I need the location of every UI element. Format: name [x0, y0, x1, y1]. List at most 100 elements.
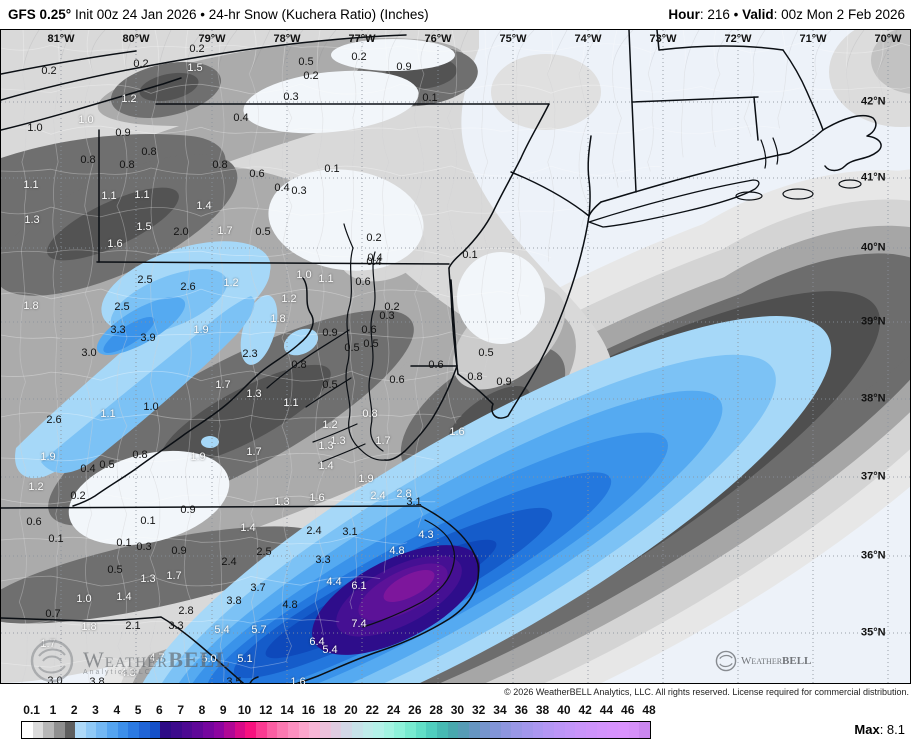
snow-value-label: 1.3 [246, 387, 262, 400]
weatherbell-logo-small: WeatherBELL [715, 650, 811, 672]
legend-cell [319, 722, 331, 738]
legend-cell [309, 722, 320, 738]
snow-value-label: 2.3 [242, 347, 258, 360]
valid-time-info: Hour: 216 • Valid: 00z Mon 2 Feb 2026 [668, 7, 905, 22]
snow-value-label: 3.3 [110, 323, 126, 336]
legend-tick-label: 22 [365, 703, 379, 717]
legend-tick-label: 40 [557, 703, 571, 717]
legend-tick-label: 20 [344, 703, 358, 717]
snow-value-label: 1.4 [116, 590, 132, 603]
snow-value-label: 1.8 [270, 312, 286, 325]
snow-value-label: 3.8 [226, 594, 242, 607]
legend-cell [181, 722, 193, 738]
snow-value-label: 4.3 [120, 666, 136, 679]
snow-value-label: 3.0 [81, 346, 97, 359]
legend-cell [75, 722, 86, 738]
snow-value-label: 1.6 [107, 237, 123, 250]
lat-label: 35°N [861, 626, 886, 639]
snow-value-label: 1.0 [27, 121, 43, 134]
legend-tick-label: 36 [514, 703, 528, 717]
legend-cell [117, 722, 129, 738]
legend-cell [628, 722, 640, 738]
snow-value-label: 0.2 [41, 64, 57, 77]
snow-value-label: 4.3 [418, 528, 434, 541]
legend-tick-label: 38 [535, 703, 550, 717]
legend-tick-label: 32 [472, 703, 486, 717]
legend-cell [554, 722, 565, 738]
product-name: 24-hr Snow (Kuchera Ratio) (Inches) [205, 7, 429, 22]
lat-label: 40°N [861, 241, 886, 254]
snow-value-label: 0.4 [366, 255, 382, 268]
watermark-subtext: Analytics LLC [83, 668, 152, 676]
snow-value-label: 0.8 [362, 407, 378, 420]
snow-value-label: 0.2 [366, 231, 382, 244]
snow-value-label: 1.1 [318, 272, 334, 285]
snow-value-label: 2.5 [137, 273, 153, 286]
snow-value-label: 2.8 [178, 604, 194, 617]
legend-tick-label: 42 [578, 703, 592, 717]
legend-cell [43, 722, 54, 738]
legend-tick-label: 1 [49, 703, 57, 717]
snow-value-label: 0.2 [303, 69, 319, 82]
snow-value-label: 1.4 [318, 459, 334, 472]
snow-value-label: 1.3 [330, 434, 346, 447]
legend-cell [85, 722, 97, 738]
snow-value-label: 4.7 [149, 651, 165, 664]
legend-cell [458, 722, 469, 738]
snow-value-label: 0.1 [462, 248, 478, 261]
map-canvas [1, 30, 910, 683]
legend-cell [383, 722, 395, 738]
snow-value-label: 5.0 [201, 652, 217, 665]
legend-cell [107, 722, 118, 738]
legend-cell [447, 722, 459, 738]
snow-value-label: 0.3 [291, 184, 307, 197]
legend-cell [22, 722, 33, 738]
snow-value-label: 3.5 [226, 675, 242, 688]
legend-cell [53, 722, 65, 738]
lon-label: 71°W [799, 33, 827, 45]
lon-label: 75°W [499, 33, 527, 45]
legend-tick-label: 5 [134, 703, 142, 717]
lat-label: 39°N [861, 315, 886, 328]
legend-cell [479, 722, 491, 738]
snow-value-label: 1.9 [358, 472, 374, 485]
legend-cell [351, 722, 363, 738]
legend-cell [596, 722, 608, 738]
snow-value-label: 0.9 [180, 503, 196, 516]
snow-value-label: 2.4 [306, 524, 322, 537]
lon-label: 81°W [47, 33, 75, 45]
legend-cell [149, 722, 161, 738]
snow-value-label: 2.0 [173, 225, 189, 238]
legend-cell [96, 722, 108, 738]
legend-colorbar [21, 721, 651, 739]
snow-value-label: 6.1 [351, 579, 367, 592]
snow-value-label: 0.5 [363, 337, 379, 350]
snow-value-label: 1.5 [136, 220, 152, 233]
snow-value-label: 0.2 [133, 57, 149, 70]
snow-value-label: 0.5 [322, 378, 338, 391]
legend-tick-label: 0.1 [23, 703, 40, 717]
snow-value-label: 3.3 [315, 553, 331, 566]
snow-value-label: 1.2 [223, 276, 239, 289]
snow-value-label: 0.6 [361, 323, 377, 336]
snow-value-label: 0.4 [233, 111, 249, 124]
legend-tick-label: 16 [301, 703, 316, 717]
legend-cell [266, 722, 278, 738]
snow-value-label: 0.8 [119, 158, 135, 171]
lon-label: 72°W [724, 33, 752, 45]
snow-value-label: 1.6 [449, 425, 465, 438]
snow-value-label: 1.0 [78, 113, 94, 126]
legend-tick-label: 18 [322, 703, 337, 717]
legend-cell [543, 722, 555, 738]
snow-value-label: 1.9 [190, 450, 206, 463]
snow-value-label: 2.8 [396, 487, 412, 500]
legend-cell [532, 722, 544, 738]
legend-cell [585, 722, 597, 738]
legend-cell [139, 722, 150, 738]
legend-tick-label: 24 [386, 703, 401, 717]
lat-label: 36°N [861, 549, 886, 562]
legend-cell [490, 722, 501, 738]
snow-value-label: 1.7 [40, 637, 56, 650]
lat-label: 42°N [861, 95, 886, 108]
snow-value-label: 0.6 [428, 358, 444, 371]
